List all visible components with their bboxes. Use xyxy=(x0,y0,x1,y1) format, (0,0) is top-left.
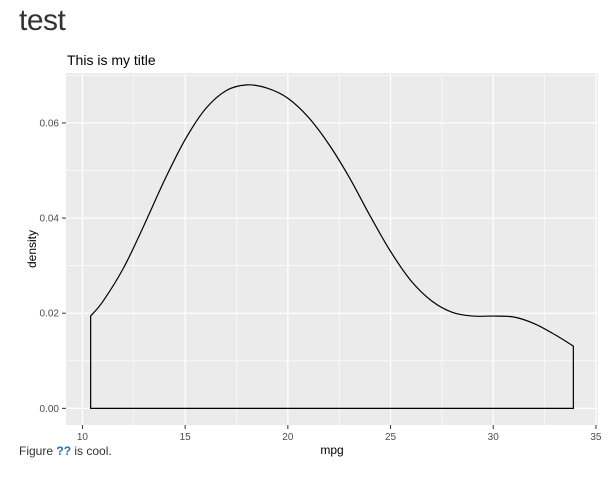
document-title: test xyxy=(19,4,66,37)
x-tick-label: 10 xyxy=(77,432,89,443)
x-axis: 10 15 20 25 30 35 xyxy=(77,425,602,443)
x-tick-label: 25 xyxy=(385,432,397,443)
y-tick-label: 0.00 xyxy=(40,404,60,415)
chart-container: This is my title 10 15 20 25 30 35 0.00 0.02 0.… xyxy=(0,40,613,465)
y-tick-label: 0.04 xyxy=(40,214,60,225)
density-chart: This is my title 10 15 20 25 30 35 0.000.020.… xyxy=(25,52,602,457)
figure-reference-link[interactable]: ?? xyxy=(56,444,72,458)
major-gridlines xyxy=(66,73,598,425)
y-tick-label: 0.02 xyxy=(40,309,60,320)
x-tick-label: 20 xyxy=(282,432,294,443)
y-axis: 0.00 0.02 0.04 0.06 xyxy=(40,118,66,415)
x-axis-label: mpg xyxy=(320,443,343,457)
minor-gridlines xyxy=(66,73,598,425)
caption-prefix: Figure xyxy=(19,444,57,458)
figure-caption: Figure ?? is cool. xyxy=(19,444,112,458)
plot-panel xyxy=(66,73,598,425)
y-tick-label: 0.06 xyxy=(40,118,60,129)
x-tick-label: 35 xyxy=(590,432,602,443)
density-curve xyxy=(90,84,574,409)
x-tick-label: 15 xyxy=(180,432,192,443)
x-tick-label: 30 xyxy=(488,432,500,443)
y-axis-label: density xyxy=(25,230,39,268)
chart-title: This is my title xyxy=(67,52,156,68)
caption-suffix: is cool. xyxy=(71,444,112,458)
